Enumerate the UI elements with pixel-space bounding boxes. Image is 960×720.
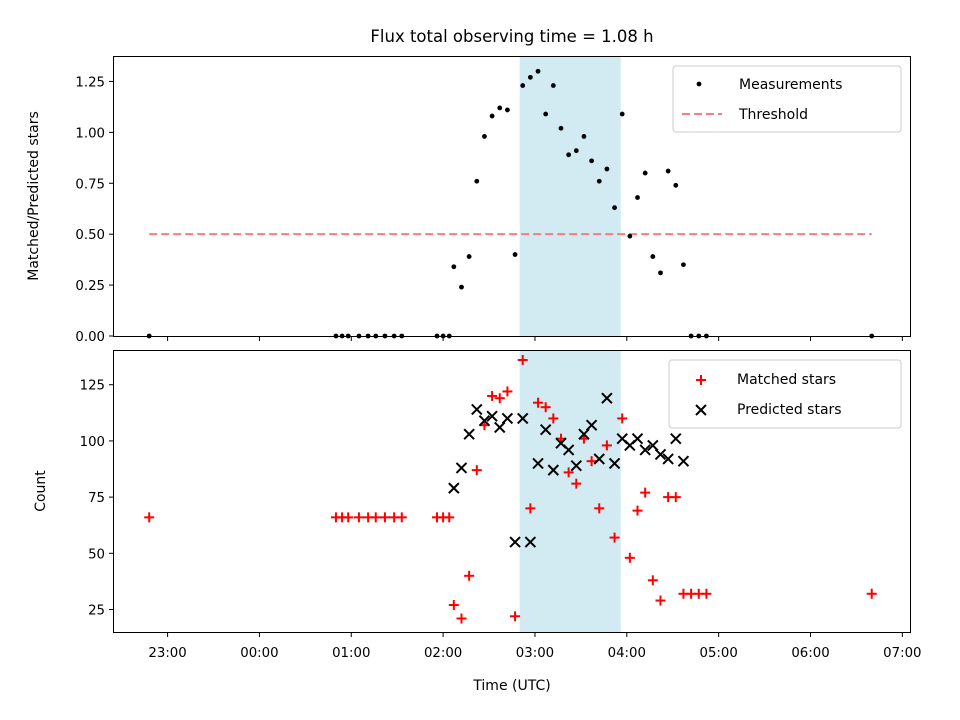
measurement-point	[681, 262, 686, 267]
x-tick-label: 06:00	[791, 646, 829, 661]
bottom-legend: Matched stars Predicted stars	[669, 360, 901, 428]
x-tick-label: 07:00	[883, 646, 921, 661]
y-tick-label: 1.00	[75, 126, 105, 141]
measurement-point	[513, 252, 518, 257]
x-tick-label: 03:00	[516, 646, 554, 661]
x-tick-label: 02:00	[424, 646, 462, 661]
measurement-point	[666, 169, 671, 174]
measurement-point	[474, 179, 479, 184]
measurement-point	[520, 83, 525, 88]
measurement-point	[451, 264, 456, 269]
measurement-point	[597, 179, 602, 184]
bottom-observing-span	[520, 351, 621, 632]
threshold-legend-label: Threshold	[738, 107, 808, 123]
y-tick-label: 0.00	[75, 330, 105, 345]
measurement-point	[620, 112, 625, 117]
measurement-point	[627, 234, 632, 239]
measurement-point	[551, 83, 556, 88]
measurement-point	[658, 270, 663, 275]
measurement-point	[635, 195, 640, 200]
measurement-point	[612, 205, 617, 210]
measurement-point	[482, 134, 487, 139]
measurement-point	[673, 183, 678, 188]
measurement-point	[566, 152, 571, 157]
x-tick-label: 01:00	[332, 646, 370, 661]
figure: Flux total observing time = 1.08 h 0.00 0…	[0, 0, 960, 720]
measurement-point	[497, 106, 502, 111]
y-tick-label: 125	[80, 379, 105, 394]
y-tick-label: 1.25	[75, 75, 105, 90]
bottom-y-axis-label: Count	[33, 470, 49, 512]
measurement-point	[536, 69, 541, 74]
x-tick-label: 05:00	[699, 646, 737, 661]
x-tick-label: 04:00	[608, 646, 646, 661]
y-tick-label: 100	[80, 435, 105, 450]
measurement-point	[643, 171, 648, 176]
measurement-point	[574, 148, 579, 153]
top-legend: Measurements Threshold	[673, 66, 901, 132]
x-tick-label: 23:00	[148, 646, 186, 661]
x-tick-label: 00:00	[240, 646, 278, 661]
measurement-point	[543, 112, 548, 117]
measurement-point	[582, 134, 587, 139]
y-tick-label: 0.50	[75, 228, 105, 243]
matched-legend-label: Matched stars	[737, 372, 836, 388]
measurement-point	[459, 285, 464, 290]
y-tick-label: 75	[88, 491, 105, 506]
measurement-point	[559, 126, 564, 131]
x-axis-label: Time (UTC)	[472, 678, 550, 694]
predicted-legend-label: Predicted stars	[737, 402, 842, 418]
measurement-point	[605, 167, 610, 172]
y-tick-label: 25	[88, 604, 105, 619]
y-tick-label: 50	[88, 547, 105, 562]
measurements-legend-label: Measurements	[739, 77, 842, 93]
measurement-point	[505, 108, 510, 113]
measurement-point	[467, 254, 472, 259]
y-tick-label: 0.75	[75, 177, 105, 192]
measurement-point	[589, 158, 594, 163]
top-observing-span	[520, 57, 621, 336]
measurement-point	[490, 114, 495, 119]
top-y-axis-label: Matched/Predicted stars	[26, 111, 42, 281]
chart-title: Flux total observing time = 1.08 h	[370, 27, 653, 46]
measurement-point	[650, 254, 655, 259]
measurement-point	[528, 75, 533, 80]
y-tick-label: 0.25	[75, 279, 105, 294]
measurements-legend-marker	[697, 82, 702, 87]
